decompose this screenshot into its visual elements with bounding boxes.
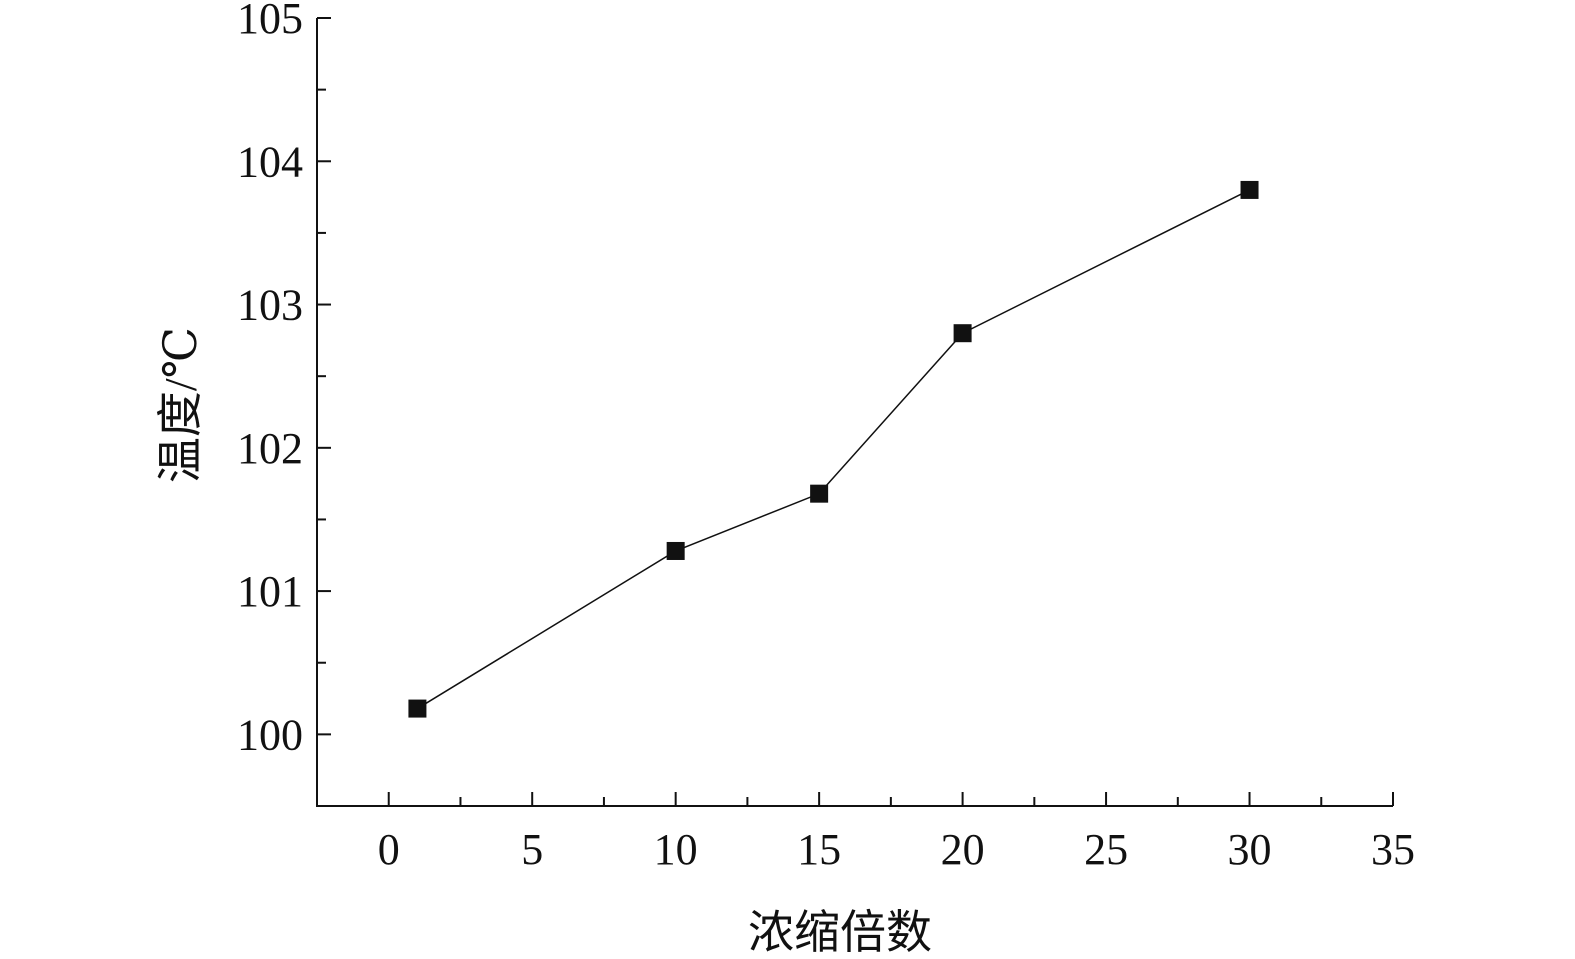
x-tick-label: 25	[1084, 825, 1128, 874]
y-tick-label: 101	[237, 567, 303, 616]
x-tick-label: 0	[378, 825, 400, 874]
y-tick-label: 105	[237, 0, 303, 43]
x-axis-label: 浓缩倍数	[748, 907, 932, 958]
data-marker	[408, 699, 427, 718]
y-axis-label: 温度/℃	[155, 327, 206, 483]
data-marker	[1240, 180, 1259, 199]
y-tick-label: 102	[237, 424, 303, 473]
data-marker	[810, 484, 829, 503]
data-marker	[953, 324, 972, 343]
x-tick-label: 20	[941, 825, 985, 874]
y-tick-label: 103	[237, 281, 303, 330]
x-tick-label: 10	[654, 825, 698, 874]
x-tick-label: 35	[1371, 825, 1415, 874]
y-tick-label: 104	[237, 137, 303, 186]
data-line	[417, 189, 1250, 710]
data-marker	[666, 541, 685, 560]
x-tick-label: 5	[521, 825, 543, 874]
y-tick-label: 100	[237, 710, 303, 759]
x-tick-label: 30	[1228, 825, 1272, 874]
x-tick-label: 15	[797, 825, 841, 874]
